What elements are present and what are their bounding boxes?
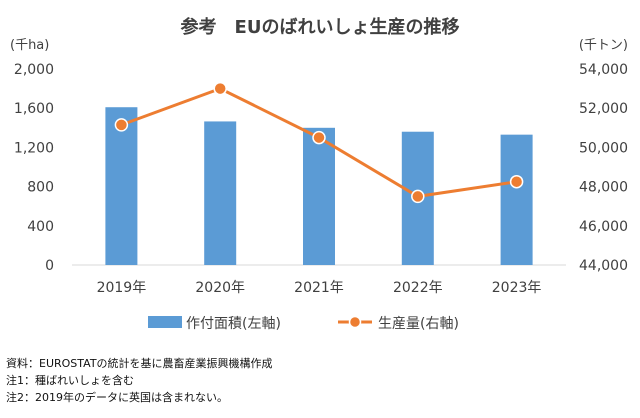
legend-line-label: 生産量(右軸)	[378, 316, 459, 332]
note-source: 資料：EUROSTATの統計を基に農畜産業振興機構作成	[6, 357, 273, 370]
category-label: 2022年	[393, 280, 443, 296]
line-point	[312, 130, 326, 145]
legend-line-marker	[348, 315, 362, 329]
bar	[204, 121, 237, 266]
legend: 作付面積(左軸) 生産量(右軸)	[148, 315, 459, 332]
right-tick-label: 54,000	[579, 62, 628, 78]
line-series	[114, 81, 524, 204]
category-label: 2019年	[97, 280, 147, 296]
right-tick-label: 50,000	[579, 140, 628, 156]
bar	[500, 134, 533, 265]
right-tick-label: 52,000	[579, 101, 628, 117]
line-point	[509, 174, 524, 189]
right-axis-unit: (千トン)	[579, 38, 628, 53]
left-tick-label: 1,200	[14, 140, 54, 156]
line-point	[213, 81, 227, 96]
note-1: 注1：種ばれいしょを含む	[6, 374, 134, 387]
left-tick-label: 1,600	[14, 101, 54, 117]
category-label: 2023年	[492, 280, 542, 296]
notes: 資料：EUROSTATの統計を基に農畜産業振興機構作成 注1：種ばれいしょを含む…	[6, 355, 273, 406]
left-tick-label: 400	[27, 219, 54, 235]
line-point	[114, 118, 129, 132]
right-axis-ticks: 44,000 46,000 48,000 50,000 52,000 54,000	[579, 62, 628, 274]
legend-bar-label: 作付面積(左軸)	[186, 316, 281, 332]
bar	[303, 127, 335, 265]
category-label: 2021年	[294, 280, 344, 296]
right-tick-label: 44,000	[579, 258, 628, 274]
bar	[105, 107, 138, 265]
category-label: 2020年	[195, 280, 245, 296]
note-2: 注2：2019年のデータに英国は含まれない。	[6, 391, 228, 404]
legend-bar-swatch	[148, 316, 182, 328]
right-tick-label: 48,000	[579, 180, 628, 196]
chart-title: 参考 EUのばれいしょ生産の推移	[181, 16, 460, 38]
left-tick-label: 0	[45, 258, 54, 274]
category-labels: 2019年 2020年 2021年 2022年 2023年	[97, 280, 542, 296]
left-axis-unit: (千ha)	[10, 38, 49, 53]
right-tick-label: 46,000	[579, 219, 628, 235]
left-tick-label: 800	[27, 180, 54, 196]
left-tick-label: 2,000	[14, 62, 54, 78]
bar-series	[105, 107, 533, 266]
line-point	[411, 189, 425, 204]
left-axis-ticks: 0 400 800 1,200 1,600 2,000	[14, 62, 54, 274]
